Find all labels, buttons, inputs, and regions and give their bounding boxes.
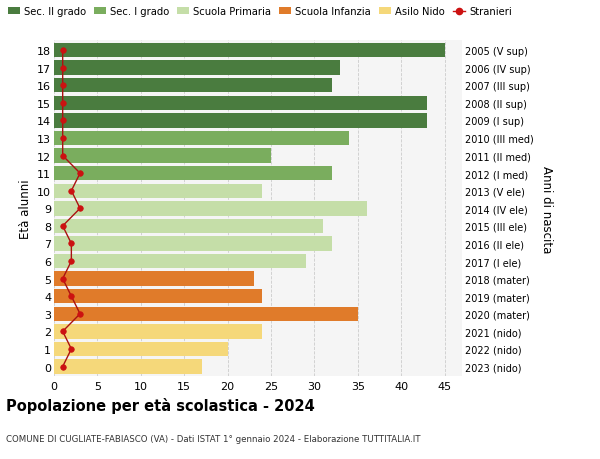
Bar [54, 342, 227, 356]
Bar [54, 96, 427, 111]
Bar [54, 307, 358, 321]
Bar [54, 254, 306, 269]
Bar [54, 289, 262, 304]
Bar [54, 272, 254, 286]
Y-axis label: Età alunni: Età alunni [19, 179, 32, 239]
Bar [54, 44, 445, 58]
Bar [54, 62, 340, 76]
Bar [54, 359, 202, 374]
Bar [54, 237, 332, 251]
Bar [54, 219, 323, 234]
Bar [54, 202, 367, 216]
Bar [54, 149, 271, 163]
Bar [54, 184, 262, 198]
Bar [54, 131, 349, 146]
Text: COMUNE DI CUGLIATE-FABIASCO (VA) - Dati ISTAT 1° gennaio 2024 - Elaborazione TUT: COMUNE DI CUGLIATE-FABIASCO (VA) - Dati … [6, 434, 421, 443]
Text: Popolazione per età scolastica - 2024: Popolazione per età scolastica - 2024 [6, 397, 315, 413]
Legend: Sec. II grado, Sec. I grado, Scuola Primaria, Scuola Infanzia, Asilo Nido, Stran: Sec. II grado, Sec. I grado, Scuola Prim… [8, 7, 512, 17]
Bar [54, 167, 332, 181]
Y-axis label: Anni di nascita: Anni di nascita [540, 165, 553, 252]
Bar [54, 79, 332, 93]
Bar [54, 325, 262, 339]
Bar [54, 114, 427, 129]
